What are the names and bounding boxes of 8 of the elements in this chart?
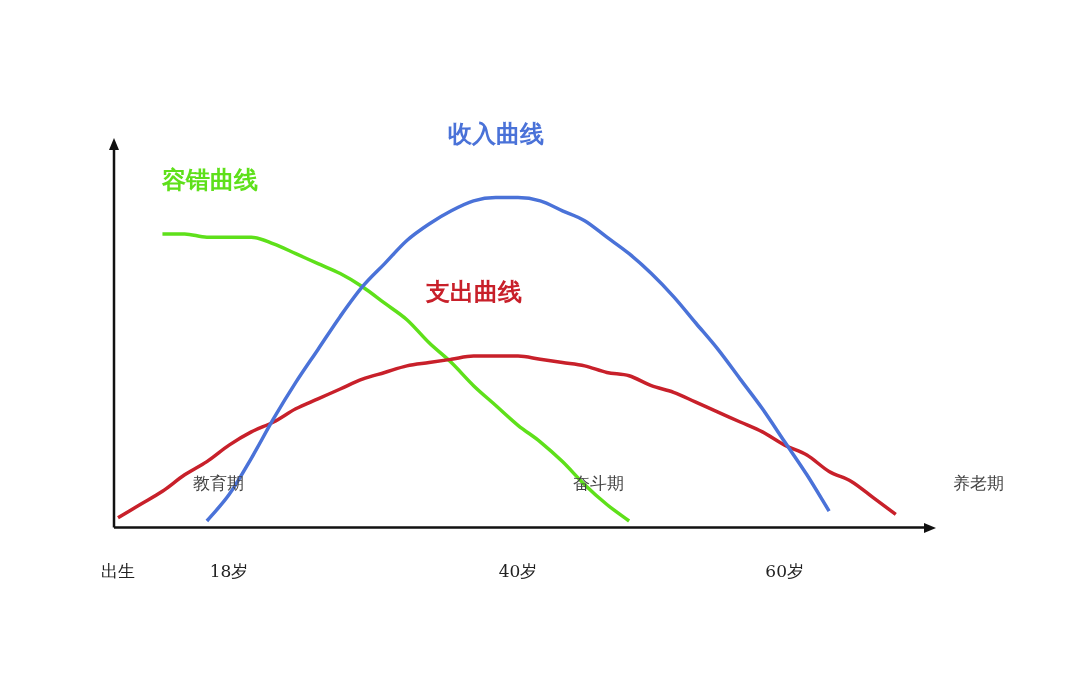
x-tick-label: 40岁 xyxy=(498,561,538,582)
text: 收入曲线 xyxy=(447,119,544,148)
series-label: 容错曲线 xyxy=(161,166,259,195)
x-tick-label: 出生 xyxy=(101,561,135,582)
x-tick-label: 60岁 xyxy=(765,561,804,582)
text: 支出曲线 xyxy=(424,278,522,307)
text: 养老期 xyxy=(952,472,1004,493)
x-tick-label: 18岁 xyxy=(209,561,249,582)
